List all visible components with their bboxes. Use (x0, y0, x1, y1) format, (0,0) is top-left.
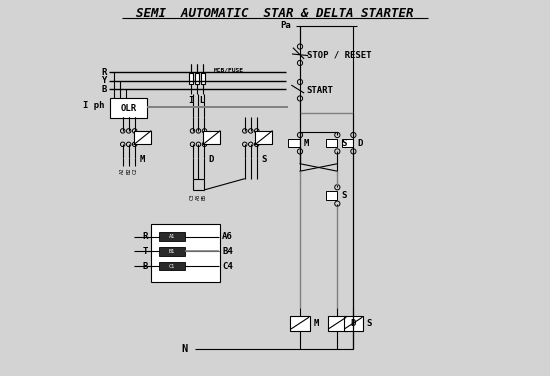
Bar (288, 139, 300, 147)
Bar (344, 315, 363, 331)
Text: A5: A5 (196, 193, 201, 200)
Text: T: T (143, 247, 148, 256)
Bar (110, 99, 147, 118)
Text: MCB/FUSE: MCB/FUSE (213, 68, 244, 73)
Bar (201, 73, 205, 84)
Text: B: B (101, 85, 107, 94)
Bar (290, 315, 310, 331)
Bar (328, 315, 347, 331)
Bar (255, 131, 272, 144)
Bar (151, 224, 220, 282)
Text: C3: C3 (190, 193, 195, 200)
Text: C4: C4 (222, 262, 233, 271)
Text: B4: B4 (222, 247, 233, 256)
Text: C1: C1 (169, 264, 175, 269)
Text: R: R (143, 232, 148, 241)
Text: A6: A6 (222, 232, 233, 241)
Text: M: M (140, 155, 145, 164)
Bar (160, 232, 185, 241)
Text: D: D (357, 139, 362, 148)
Bar (160, 247, 185, 256)
Bar (160, 262, 185, 270)
Text: C2: C2 (132, 167, 137, 174)
Text: Y: Y (101, 76, 107, 85)
Text: I L: I L (189, 96, 205, 105)
Text: I ph: I ph (82, 101, 104, 110)
Text: Pa: Pa (280, 21, 291, 30)
Text: S: S (261, 155, 267, 164)
Text: D: D (209, 155, 214, 164)
Bar (189, 73, 193, 84)
Bar (203, 131, 220, 144)
Bar (134, 131, 151, 144)
Text: A2: A2 (120, 167, 125, 174)
Text: START: START (307, 86, 334, 95)
Text: B: B (143, 262, 148, 271)
Text: N: N (182, 344, 188, 354)
Text: M: M (304, 139, 309, 148)
Text: S: S (341, 139, 346, 148)
Text: R: R (101, 68, 107, 77)
Text: D: D (351, 318, 356, 327)
Text: M: M (314, 318, 319, 327)
Bar (342, 139, 353, 147)
Text: S: S (341, 191, 346, 200)
Text: B1: B1 (169, 249, 175, 254)
Text: B2: B2 (126, 167, 131, 174)
Text: A1: A1 (169, 234, 175, 239)
Bar (326, 139, 337, 147)
Bar (195, 73, 199, 84)
Text: S: S (367, 318, 372, 327)
Text: STOP / RESET: STOP / RESET (307, 50, 371, 59)
Text: B5: B5 (202, 193, 207, 200)
Text: OLR: OLR (120, 104, 137, 113)
Text: SEMI  AUTOMATIC  STAR & DELTA STARTER: SEMI AUTOMATIC STAR & DELTA STARTER (136, 7, 414, 20)
Bar (326, 191, 337, 200)
